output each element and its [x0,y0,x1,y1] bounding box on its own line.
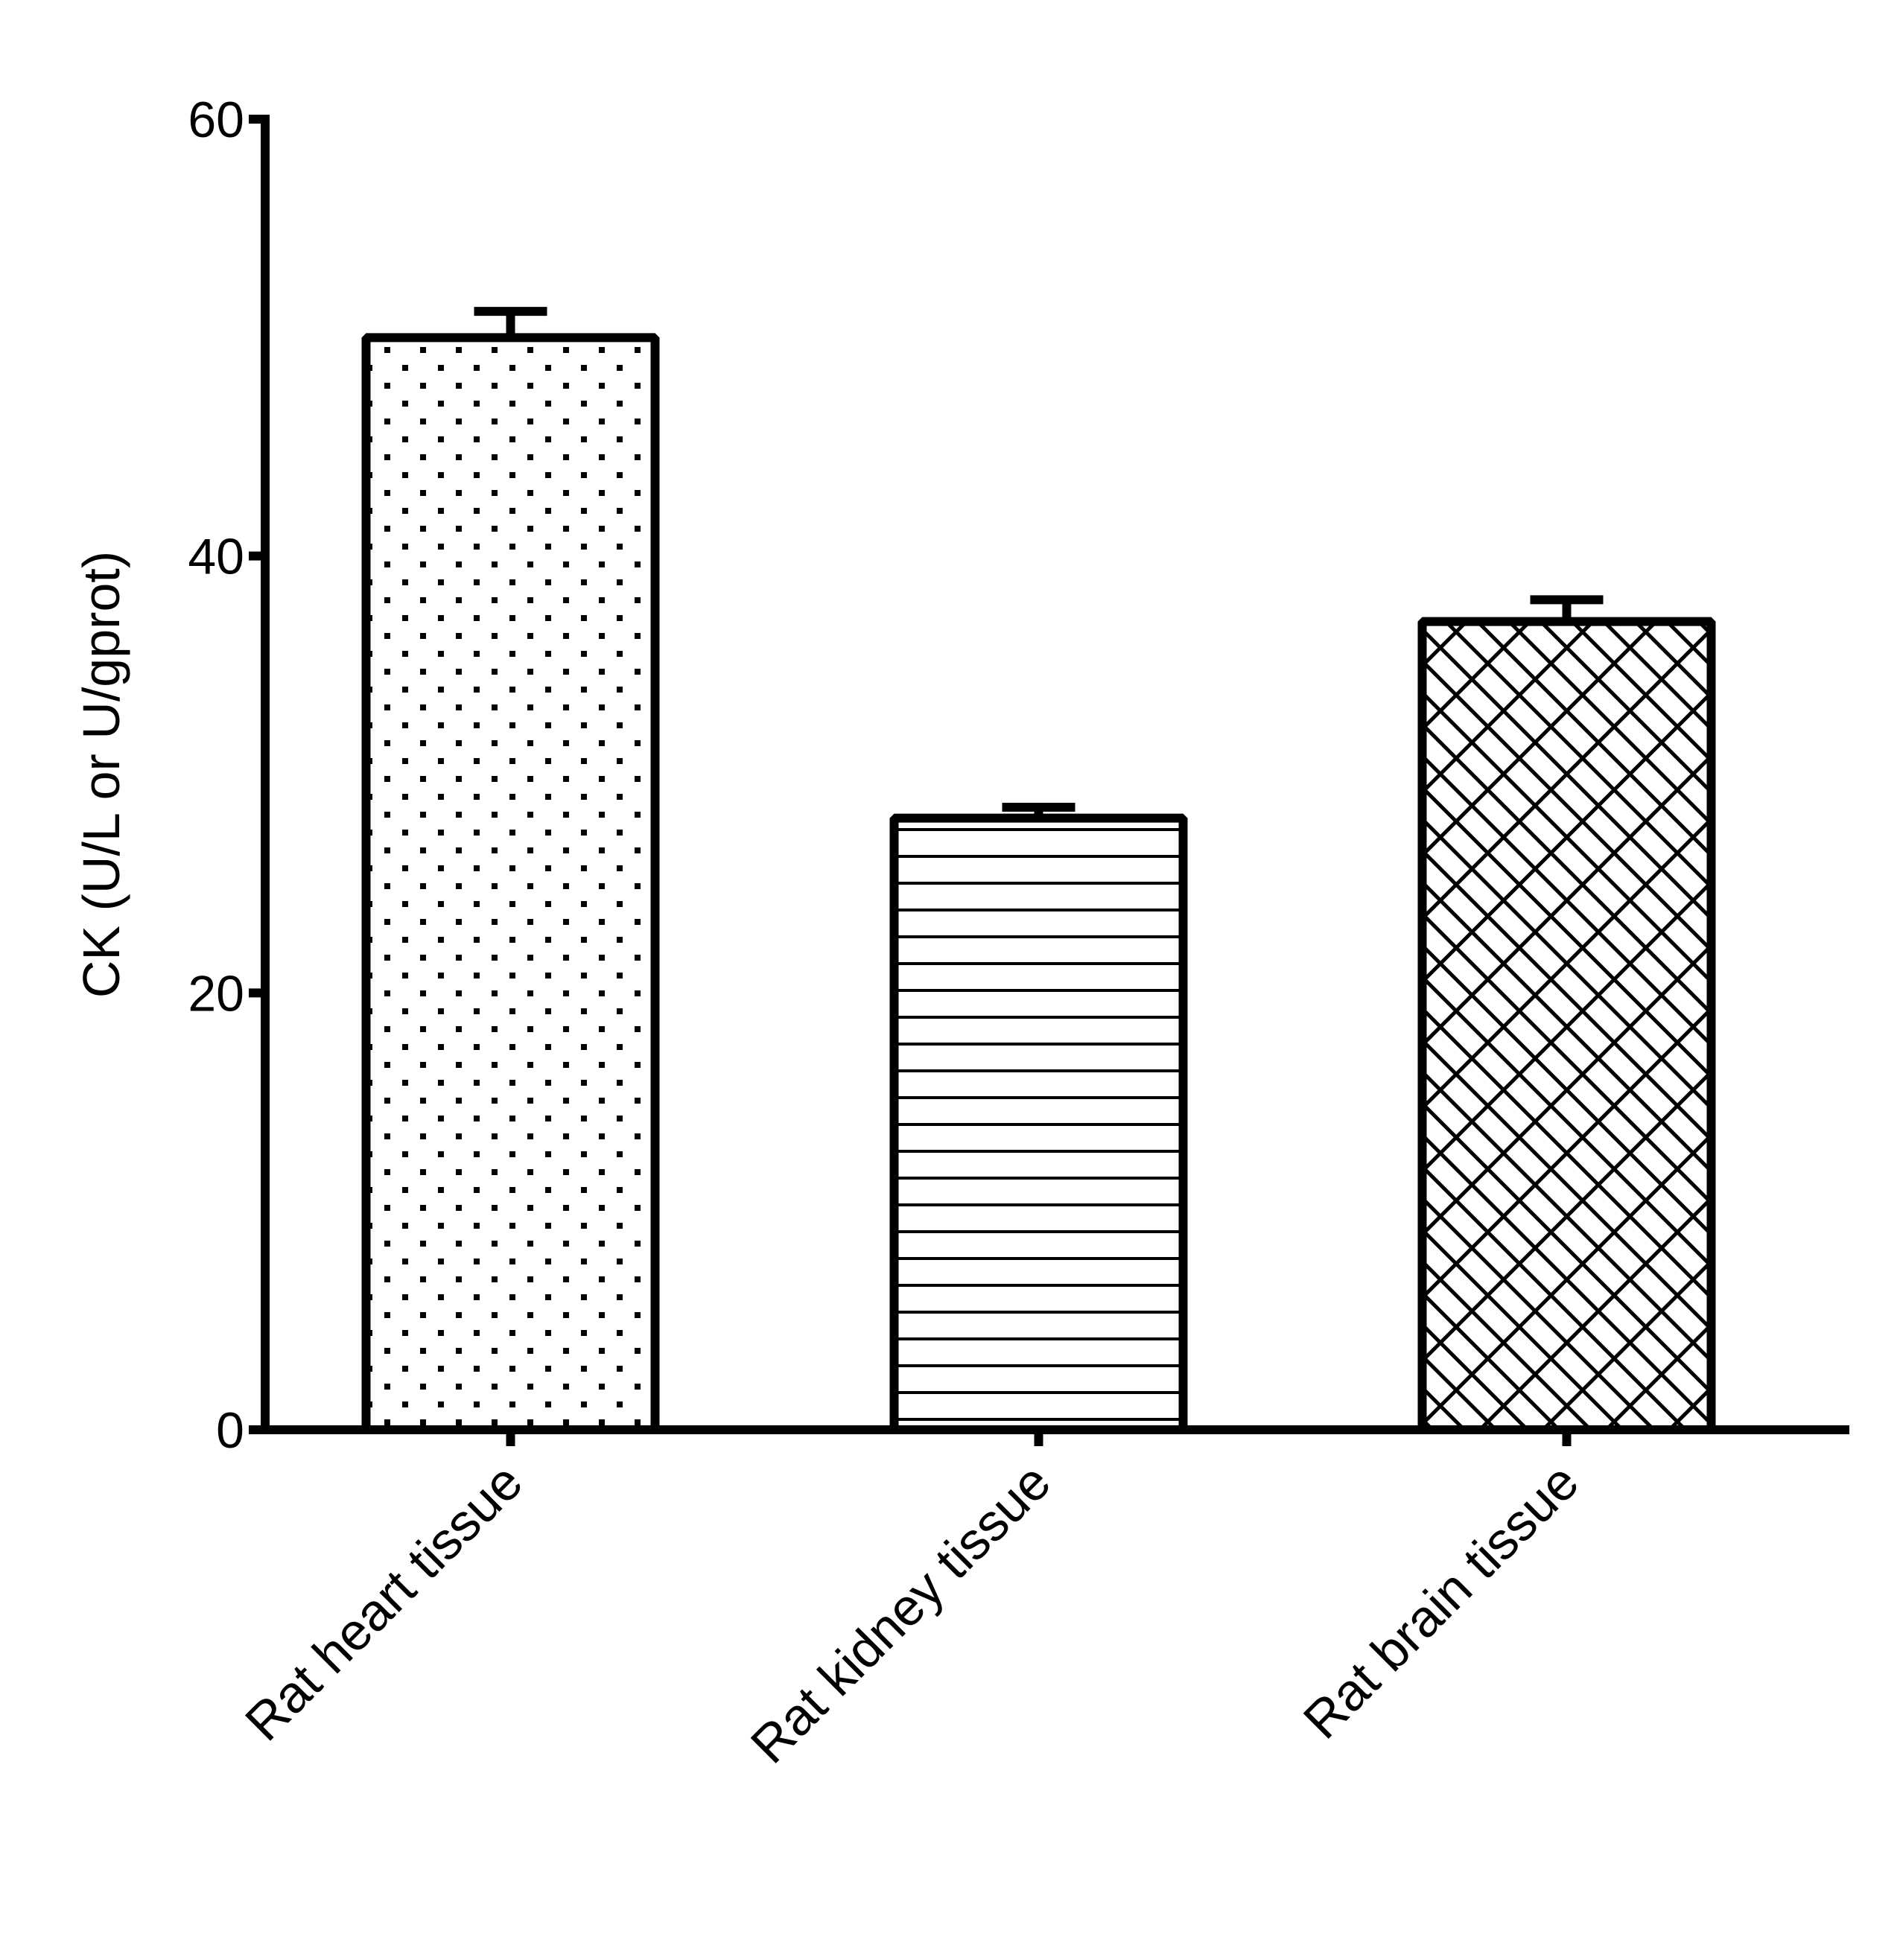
y-tick-label: 0 [216,1402,244,1459]
x-tick-label: Rat brain tissue [1292,1452,1589,1749]
y-tick-label: 20 [188,965,244,1022]
x-tick-label: Rat kidney tissue [740,1452,1061,1774]
bar-fill-0 [366,337,655,1430]
x-tick-label: Rat heart tissue [234,1452,533,1751]
y-axis-label: CK (U/L or U/gprot) [72,551,130,998]
bar-fill-1 [894,818,1183,1430]
y-tick-label: 40 [188,529,244,585]
bars-group [361,307,1716,1435]
bar-fill-2 [1422,621,1712,1430]
y-tick-label: 60 [188,92,244,148]
